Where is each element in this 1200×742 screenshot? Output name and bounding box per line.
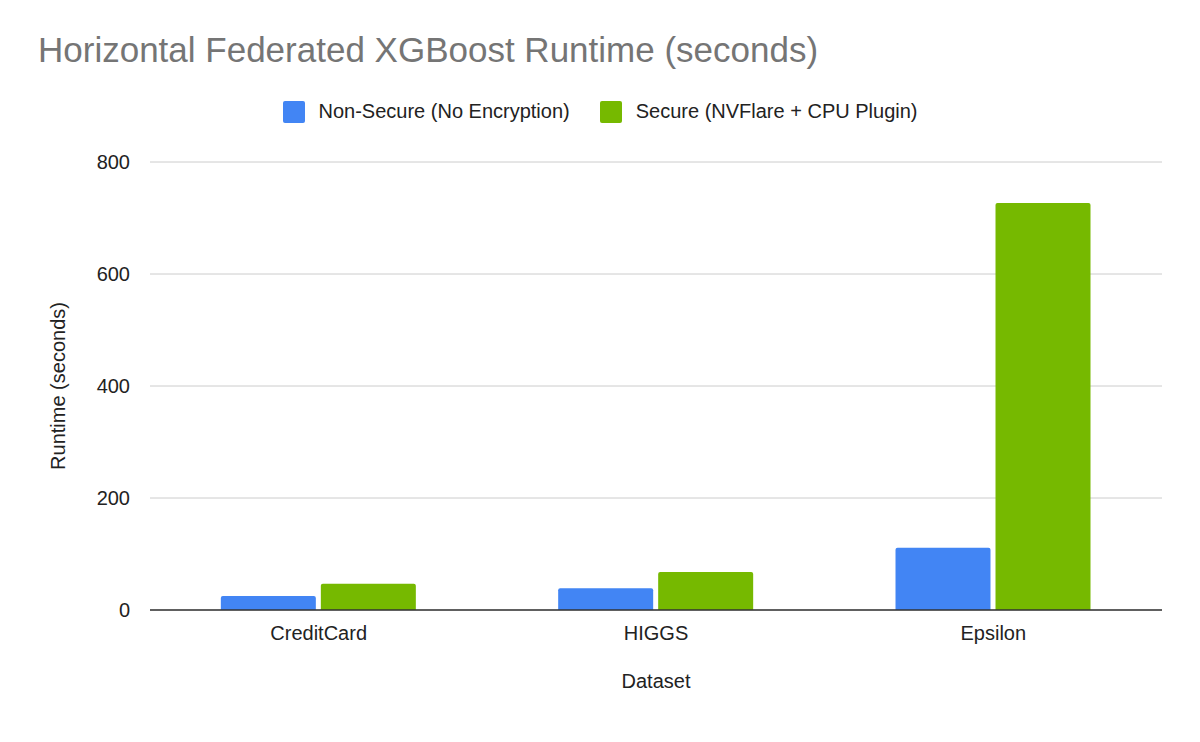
- svg-text:CreditCard: CreditCard: [270, 622, 367, 644]
- html-text:Horizontal Federated XGBoost R: Horizontal Federated XGBoost Runtime (se…: [38, 30, 819, 69]
- svg-text:0: 0: [119, 599, 130, 621]
- svg-text:600: 600: [97, 263, 130, 285]
- svg-text:HIGGS: HIGGS: [624, 622, 688, 644]
- svg-text:Epsilon: Epsilon: [961, 622, 1027, 644]
- svg-text:200: 200: [97, 487, 130, 509]
- html-text:Non-Secure (No Encryption): Non-Secure (No Encryption): [318, 100, 570, 122]
- svg-text:800: 800: [97, 151, 130, 173]
- html-text:Secure (NVFlare + CPU Plugin): Secure (NVFlare + CPU Plugin): [635, 100, 918, 122]
- svg-text:400: 400: [97, 375, 130, 397]
- svg-text:Runtime (seconds): Runtime (seconds): [47, 302, 69, 470]
- svg-text:Dataset: Dataset: [622, 670, 691, 692]
